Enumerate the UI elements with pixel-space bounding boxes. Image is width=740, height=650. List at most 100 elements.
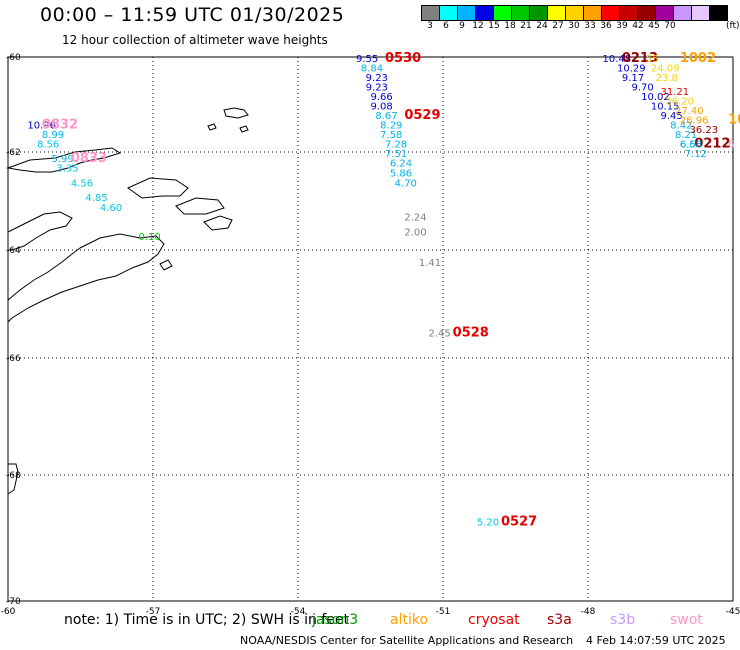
wave-height-value: 1.41 [419,258,441,269]
wave-height-value: 6.60 [680,139,702,150]
wave-height-value: 8.21 [675,130,697,141]
wave-height-value: 8.29 [380,120,402,131]
wave-height-value: 8.56 [37,139,59,150]
pass-time-label: 0213 [622,51,658,66]
color-scale-tick: 30 [568,21,580,31]
pass-time-label: 0528 [453,325,489,340]
map-subtitle: 12 hour collection of altimeter wave hei… [62,33,328,47]
color-scale-tick: 9 [459,21,465,31]
wave-height-value: 10.02 [641,92,670,103]
latitude-label: -64 [6,246,21,256]
wave-height-value: 5.20 [477,517,499,528]
wave-height-value: 7.28 [385,139,407,150]
legend-satellite-s3a: s3a [547,612,572,628]
color-scale-tick: 36 [600,21,612,31]
wave-height-value: 10.96 [27,120,56,131]
color-scale-tick: 12 [472,21,484,31]
footer-note: note: 1) Time is in UTC; 2) SWH is in fe… [64,612,350,628]
longitude-label: -45 [726,607,740,617]
wave-height-value: 24.09 [651,63,680,74]
wave-height-value: 8.42 [670,120,692,131]
coastline [203,215,233,231]
pass-time-label: 10 [728,113,740,128]
color-scale-tick: 27 [552,21,564,31]
color-swatch [709,5,728,21]
wave-height-value: 10.29 [617,63,646,74]
wave-height-value: 55 [646,54,659,65]
legend-satellite-s3b: s3b [610,612,636,628]
pass-time-label: 0833 [71,151,107,166]
longitude-label: -51 [436,607,451,617]
legend-satellite-jason3: jason3 [312,612,359,628]
pass-time-label: 1002 [680,51,716,66]
color-scale-bar [421,5,728,21]
map-title: 00:00 – 11:59 UTC 01/30/2025 [40,4,345,26]
wave-height-value: 9.70 [632,82,654,93]
wave-height-value: 23.8 [656,73,678,84]
wave-height-value: 6 [728,139,734,150]
wave-height-value: 7.58 [380,130,402,141]
color-scale-unit: (ft) [726,21,740,31]
wave-height-value: 7.12 [685,149,707,160]
pass-time-label: 0212 [694,136,730,151]
wave-height-value: 9.45 [661,111,683,122]
wave-height-value: 6.58 [680,139,702,150]
wave-height-value: 26.20 [665,97,694,108]
wave-height-value: 31.21 [661,87,690,98]
wave-height-value: 8.67 [375,111,397,122]
wave-height-value: 8.99 [42,130,64,141]
coastline [7,211,73,251]
wave-height-value: 2.00 [404,227,426,238]
credit-timestamp: 4 Feb 14:07:59 UTC 2025 [586,634,726,647]
color-scale-tick: 18 [504,21,516,31]
wave-height-value: 8.84 [361,63,383,74]
latitude-label: -60 [6,53,21,63]
wave-height-value: 2.24 [404,213,426,224]
wave-height-value: 6.24 [390,159,412,170]
coastline [239,125,249,133]
latitude-label: -62 [6,148,21,158]
wave-height-value: 2.45 [429,328,451,339]
wave-height-value: 4.60 [100,203,122,214]
legend-satellite-cryosat: cryosat [468,612,520,628]
wave-height-value: 9.23 [366,73,388,84]
coastline [127,177,189,199]
wave-height-value: 4.85 [85,193,107,204]
coastline [175,197,225,215]
color-scale-tick: 3 [427,21,433,31]
color-scale-tick: 24 [536,21,548,31]
color-scale-tick: 39 [616,21,628,31]
wave-height-value: 26.96 [680,116,709,127]
pass-time-label: 0530 [385,51,421,66]
pass-time-label: 0527 [501,514,537,529]
wave-height-value: 10.15 [651,101,680,112]
legend-satellite-swot: swot [670,612,703,628]
longitude-label: -48 [581,607,596,617]
wave-height-value: 9.55 [356,54,378,65]
wave-height-value: 3.35 [56,164,78,175]
wave-height-value: 4.56 [71,178,93,189]
pass-time-label: 0832 [42,117,78,132]
wave-height-value: 9.17 [622,73,644,84]
map-frame [7,56,734,602]
color-scale-tick: 33 [584,21,596,31]
color-scale-tick: 45 [648,21,660,31]
wave-height-value: 7.51 [385,149,407,160]
wave-height-value: 5.99 [52,154,74,165]
coastline [223,107,249,119]
latitude-label: -66 [6,354,21,364]
longitude-label: -60 [1,607,16,617]
wave-height-value: 27.40 [675,106,704,117]
color-scale-tick: 21 [520,21,532,31]
wave-height-value: 9.23 [366,82,388,93]
color-scale-tick: 6 [443,21,449,31]
wave-height-value: 5.86 [390,169,412,180]
pass-time-label: 0529 [404,108,440,123]
coastline [7,233,165,324]
color-scale-tick: 15 [488,21,500,31]
color-scale-tick: 42 [632,21,644,31]
wave-height-value: 4.70 [395,178,417,189]
wave-height-value: 36.23 [690,125,719,136]
